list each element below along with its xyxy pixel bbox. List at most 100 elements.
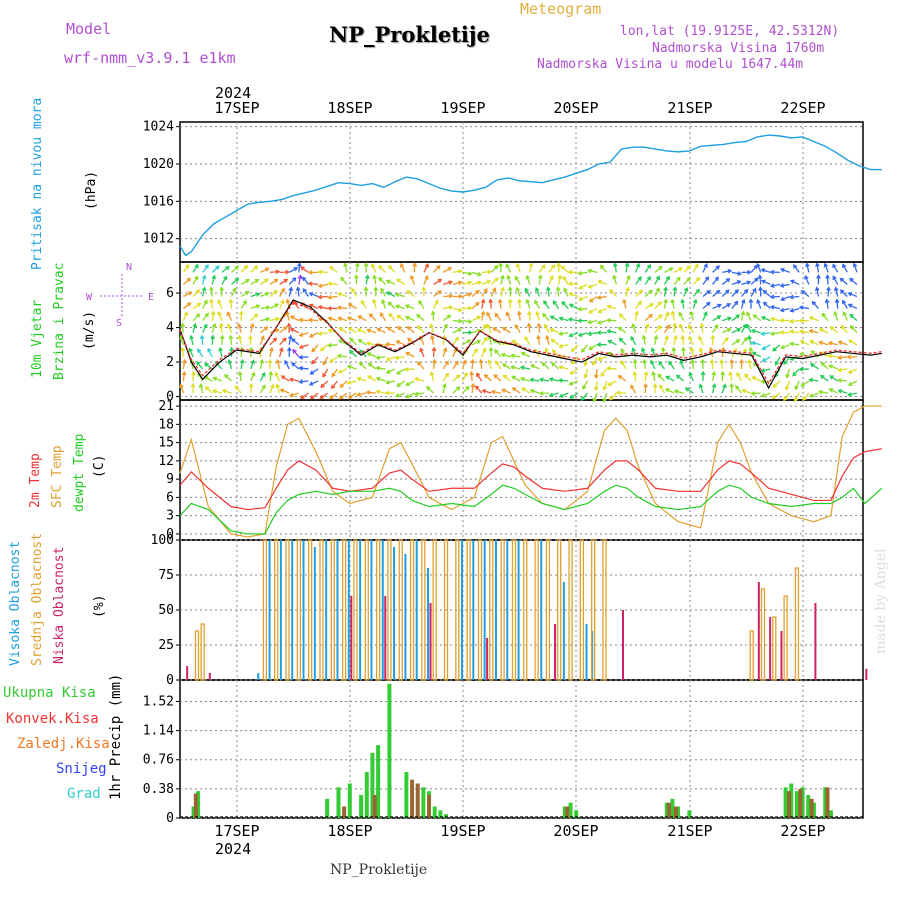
wind-arrow <box>386 280 396 286</box>
wind-arrow <box>801 380 810 387</box>
wind-arrow <box>816 263 820 273</box>
wind-arrow-head <box>226 311 231 317</box>
cloud-bar-srednja <box>760 588 766 681</box>
wind-arrow <box>431 335 435 345</box>
wind-arrow <box>228 360 233 370</box>
wind-arrow <box>482 389 492 394</box>
wind-arrow-head <box>779 330 784 335</box>
wind-arrow-head <box>771 394 777 399</box>
wind-arrow-head <box>692 298 698 304</box>
wind-arrow-head <box>212 376 218 381</box>
wind-arrow-head <box>337 316 342 322</box>
cloud-bar-visoka <box>325 540 328 680</box>
wind-arrow-head <box>784 385 790 391</box>
wind-arrow <box>259 360 263 370</box>
wind-arrow-head <box>694 263 699 268</box>
wind-arrow <box>800 340 810 346</box>
wind-arrow-head <box>689 346 695 352</box>
y-tick-label: 6 <box>166 286 174 301</box>
cloud-bar-visoka <box>291 540 294 680</box>
cloud-bar-srednja <box>489 539 494 681</box>
wind-arrow-head <box>505 311 510 317</box>
wind-arrow-head <box>588 345 593 350</box>
wind-arrow-head <box>665 275 670 281</box>
wind-arrow <box>423 264 429 273</box>
wind-arrow-head <box>319 347 325 352</box>
wind-arrow-head <box>761 279 766 284</box>
wind-arrow-head <box>217 299 222 304</box>
wind-arrow-head <box>799 352 805 357</box>
cloud-bar-visoka <box>257 673 260 680</box>
wind-arrow-head <box>298 344 304 350</box>
wind-arrow <box>792 368 800 377</box>
wind-arrow-head <box>454 336 459 342</box>
wind-arrow-head <box>500 286 505 292</box>
wind-arrow <box>288 277 297 285</box>
panel-frame <box>179 399 864 541</box>
wind-arrow <box>201 335 204 345</box>
wind-arrow-head <box>366 328 371 333</box>
wind-arrow <box>512 387 521 394</box>
wind-arrow-head <box>840 324 846 330</box>
wind-arrow <box>537 335 541 345</box>
wind-arrow <box>848 368 858 374</box>
wind-arrow <box>643 359 646 370</box>
wind-arrow-head <box>751 351 757 356</box>
wind-arrow-head <box>543 300 548 305</box>
wind-arrow-head <box>617 326 623 332</box>
wind-arrow-head <box>507 298 513 303</box>
y-tick-label: 75 <box>158 568 174 583</box>
wind-arrow <box>633 372 637 382</box>
wind-arrow <box>349 337 358 346</box>
date-label-bottom: 17SEP <box>214 822 259 840</box>
wind-arrow-head <box>275 316 280 322</box>
wind-arrow-head <box>678 323 684 329</box>
wind-arrow <box>558 275 561 285</box>
wind-arrow-head <box>274 328 280 333</box>
wind-arrow <box>630 385 637 394</box>
wind-arrow <box>181 347 185 357</box>
wind-arrow <box>311 344 319 352</box>
wind-arrow <box>721 328 731 334</box>
wind-arrow-head <box>480 298 486 304</box>
wind-arrow-head <box>727 268 733 274</box>
wind-arrow <box>790 295 800 298</box>
cloud-bar-visoka <box>381 540 384 680</box>
wind-arrow-head <box>467 305 473 311</box>
wind-arrow-head <box>728 371 733 376</box>
wind-arrow-head <box>238 310 244 316</box>
wind-arrow <box>750 277 759 285</box>
wind-arrow <box>442 373 449 382</box>
wind-arrow-head <box>501 363 507 368</box>
wind-arrow <box>493 339 502 346</box>
wind-arrow-head <box>380 287 385 293</box>
cloud-bar-srednja <box>319 539 324 681</box>
wind-arrow <box>499 299 502 309</box>
wind-arrow-head <box>454 360 459 366</box>
wind-arrow-head <box>356 328 362 333</box>
wind-arrow <box>344 263 348 273</box>
wind-arrow <box>500 275 504 285</box>
precip-legend-grad: Grad <box>67 786 101 802</box>
wind-arrow <box>511 340 521 346</box>
wind-arrow <box>471 384 474 394</box>
wind-arrow-head <box>192 322 198 328</box>
wind-arrow <box>396 368 406 375</box>
y-tick-label: 100 <box>151 533 174 548</box>
wind-arrow-head <box>385 279 391 284</box>
wind-arrow <box>276 360 281 370</box>
wind-arrow <box>443 306 453 310</box>
wind-arrow <box>790 307 800 312</box>
wind-arrow <box>481 280 491 286</box>
wind-arrow-head <box>829 326 835 331</box>
wind-arrow <box>753 314 762 322</box>
wind-arrow <box>740 299 745 309</box>
wind-arrow-head <box>748 298 754 303</box>
compass-n: N <box>126 262 132 273</box>
precip-bar-ukupna <box>364 772 369 818</box>
wind-arrow <box>848 339 858 346</box>
precip-legend-ukupna: Ukupna Kisa <box>3 685 96 701</box>
wind-arrow-head <box>695 276 701 282</box>
wind-arrow <box>799 330 809 334</box>
wind-arrow-head <box>746 311 751 317</box>
